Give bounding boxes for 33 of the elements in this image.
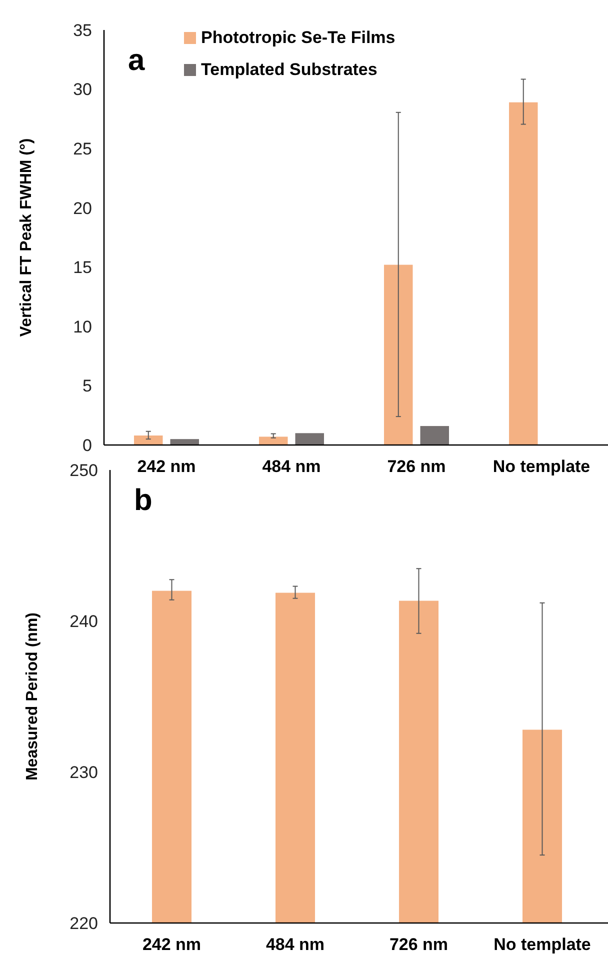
bar — [384, 264, 413, 445]
y-tick-label: 20 — [73, 198, 92, 218]
bar — [259, 436, 288, 445]
y-axis-title: Measured Period (nm) — [24, 612, 41, 781]
y-tick-label: 10 — [73, 317, 92, 336]
annotation: a — [128, 44, 145, 77]
x-tick-label: No template — [492, 457, 590, 476]
y-tick-label: 230 — [70, 762, 98, 782]
y-tick-label: 250 — [70, 460, 98, 480]
bar — [420, 426, 449, 445]
y-tick-label: 0 — [82, 436, 92, 455]
bar — [295, 433, 324, 445]
y-tick-label: 5 — [82, 376, 92, 396]
y-tick-label: 220 — [70, 914, 98, 933]
y-tick-label: 30 — [73, 80, 92, 100]
y-tick-label: 15 — [73, 258, 92, 278]
bar — [134, 436, 163, 445]
x-tick-label: 484 nm — [262, 457, 321, 476]
annotation: b — [134, 484, 152, 517]
y-tick-label: 35 — [73, 20, 92, 40]
x-tick-label: 726 nm — [389, 935, 448, 954]
legend-label: Templated Substrates — [201, 60, 378, 79]
x-tick-label: No template — [494, 935, 591, 954]
bar — [170, 439, 199, 445]
legend-label: Phototropic Se-Te Films — [201, 28, 396, 47]
x-tick-label: 242 nm — [137, 457, 196, 476]
x-tick-label: 242 nm — [142, 935, 202, 954]
y-tick-label: 240 — [70, 612, 98, 631]
x-tick-label: 726 nm — [387, 457, 446, 476]
y-tick-label: 25 — [73, 140, 92, 159]
y-axis-title: Vertical FT Peak FWHM (°) — [18, 138, 35, 337]
x-tick-label: 484 nm — [266, 935, 325, 954]
bar — [509, 102, 538, 445]
